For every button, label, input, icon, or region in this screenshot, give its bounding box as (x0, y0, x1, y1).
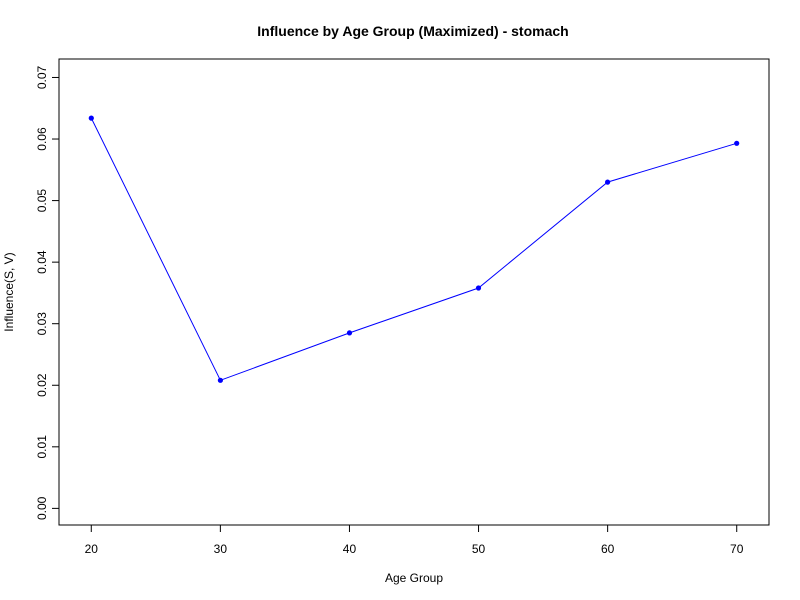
chart-title: Influence by Age Group (Maximized) - sto… (257, 23, 568, 39)
y-tick-label: 0.00 (35, 496, 49, 520)
x-tick-label: 60 (601, 542, 615, 556)
y-tick-label: 0.05 (35, 189, 49, 213)
series-lines (90, 117, 737, 381)
data-point (346, 330, 353, 336)
x-tick-label: 30 (214, 542, 228, 556)
x-axis-label: Age Group (385, 571, 443, 585)
data-point (734, 140, 740, 146)
x-tick-label: 40 (343, 542, 357, 556)
y-tick-label: 0.04 (35, 250, 49, 274)
x-axis: 20 30 40 50 60 70 (85, 524, 744, 556)
series-line (90, 117, 737, 381)
y-tick-label: 0.01 (35, 435, 49, 459)
y-tick-label: 0.06 (35, 127, 49, 151)
y-tick-label: 0.02 (35, 373, 49, 397)
data-point (605, 179, 611, 185)
y-tick-label: 0.03 (35, 312, 49, 336)
x-tick-label: 50 (472, 542, 486, 556)
y-axis-label: Influence(S, V) (2, 252, 16, 331)
y-tick-label: 0.07 (35, 65, 49, 89)
data-point (217, 377, 223, 383)
x-tick-label: 70 (730, 542, 744, 556)
x-tick-label: 20 (85, 542, 99, 556)
data-point (88, 115, 94, 121)
series-points (88, 115, 740, 383)
data-point (475, 285, 482, 291)
y-axis: 0.00 0.01 0.02 0.03 0.04 0.05 0.06 0.07 (35, 65, 60, 520)
plot-frame (58, 58, 770, 526)
